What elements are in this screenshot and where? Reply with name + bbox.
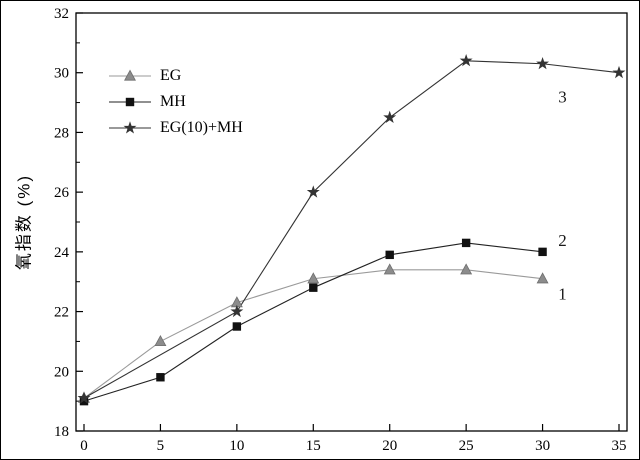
svg-text:20: 20 xyxy=(54,364,69,380)
legend-label-eg10-mh: EG(10)+MH xyxy=(160,118,243,136)
y-axis-title: 氧指数 (%) xyxy=(14,173,34,271)
legend-marker-triangle-icon xyxy=(109,69,151,81)
svg-text:35: 35 xyxy=(612,438,627,454)
legend-item-eg: EG xyxy=(107,67,243,84)
svg-text:24: 24 xyxy=(54,245,70,261)
svg-text:20: 20 xyxy=(382,438,397,454)
svg-text:0: 0 xyxy=(80,438,88,454)
svg-text:18: 18 xyxy=(54,424,69,440)
svg-text:30: 30 xyxy=(535,438,550,454)
svg-text:1: 1 xyxy=(558,285,567,304)
svg-text:22: 22 xyxy=(54,305,69,321)
legend-label-mh: MH xyxy=(160,92,186,110)
svg-text:10: 10 xyxy=(229,438,244,454)
svg-text:26: 26 xyxy=(54,185,70,201)
svg-text:5: 5 xyxy=(157,438,165,454)
legend-marker-star-icon xyxy=(109,120,151,133)
svg-text:15: 15 xyxy=(306,438,321,454)
legend-marker-square-icon xyxy=(109,97,151,106)
svg-text:28: 28 xyxy=(54,125,69,141)
legend: EG MH EG(10)+MH xyxy=(107,67,243,136)
legend-item-eg10-mh: EG(10)+MH xyxy=(107,119,243,136)
svg-text:32: 32 xyxy=(54,6,69,22)
svg-text:25: 25 xyxy=(459,438,474,454)
svg-text:2: 2 xyxy=(558,231,567,250)
legend-label-eg: EG xyxy=(160,66,182,84)
svg-text:30: 30 xyxy=(54,66,69,82)
legend-item-mh: MH xyxy=(107,93,243,110)
svg-text:3: 3 xyxy=(558,88,567,107)
